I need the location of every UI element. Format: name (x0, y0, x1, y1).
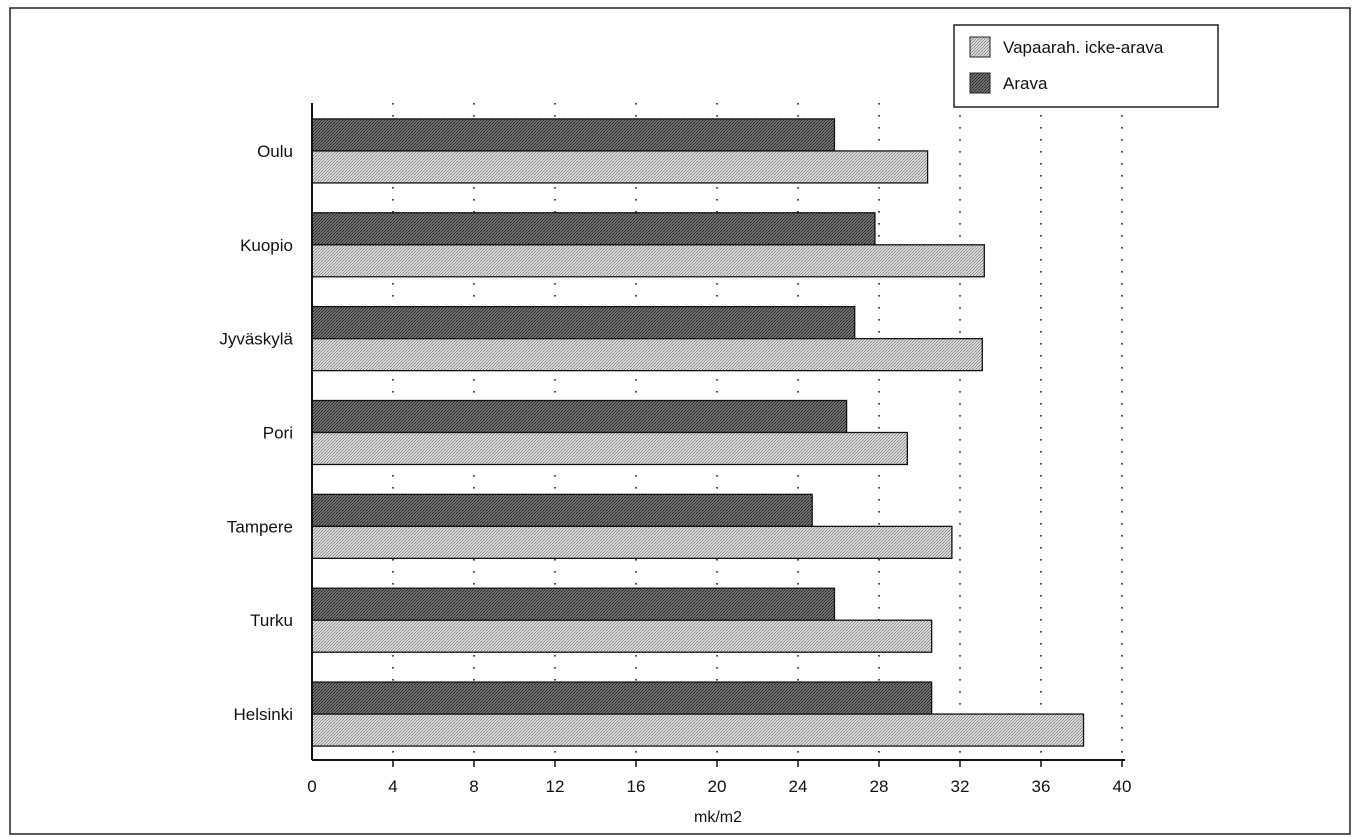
x-tick-label: 12 (546, 777, 565, 796)
x-axis-title: mk/m2 (694, 809, 742, 826)
category-label: Jyväskylä (219, 330, 293, 349)
bar-arava (311, 493, 813, 528)
x-tick-label: 24 (789, 777, 808, 796)
x-tick-label: 0 (307, 777, 316, 796)
bar-arava (311, 587, 836, 621)
category-label: Pori (263, 424, 293, 443)
bar-vapaarah (311, 244, 985, 278)
category-labels: Oulu Kuopio Jyväskylä Pori Tampere Turku Helsi… (219, 142, 293, 724)
bar-arava (311, 305, 856, 340)
legend-box (953, 24, 1219, 108)
axes (311, 103, 1125, 761)
bar-arava (311, 212, 876, 246)
x-tick-label: 20 (708, 777, 727, 796)
x-tick-label: 32 (951, 777, 970, 796)
bar-vapaarah (311, 337, 983, 372)
bar-arava (311, 399, 848, 434)
legend-label-vapaarah: Vapaarah. icke-arava (1003, 38, 1164, 57)
x-tick-label: 4 (388, 777, 397, 796)
legend-swatch-arava (969, 72, 991, 94)
category-label: Oulu (257, 142, 293, 161)
x-tick-label: 16 (627, 777, 646, 796)
bars (311, 118, 1085, 747)
bar-vapaarah (311, 150, 929, 184)
chart-border (9, 7, 1351, 835)
legend-label-arava: Arava (1003, 74, 1048, 93)
bar-vapaarah (311, 713, 1085, 747)
x-tick-label: 40 (1113, 777, 1132, 796)
category-label: Kuopio (240, 236, 293, 255)
x-tick-label: 36 (1032, 777, 1051, 796)
x-tick-labels: 0 4 8 12 16 20 24 28 32 36 40 (307, 777, 1131, 796)
bar-arava (311, 118, 836, 152)
category-label: Helsinki (233, 705, 293, 724)
bar-vapaarah (311, 431, 908, 466)
legend: Vapaarah. icke-arava Arava (953, 24, 1219, 108)
bar-arava (311, 681, 933, 715)
x-tick-label: 8 (469, 777, 478, 796)
legend-swatch-vapaarah (969, 36, 991, 58)
bar-vapaarah (311, 525, 953, 560)
x-tick-label: 28 (870, 777, 889, 796)
category-label: Turku (250, 611, 293, 630)
category-label: Tampere (227, 517, 293, 536)
bar-vapaarah (311, 619, 933, 653)
